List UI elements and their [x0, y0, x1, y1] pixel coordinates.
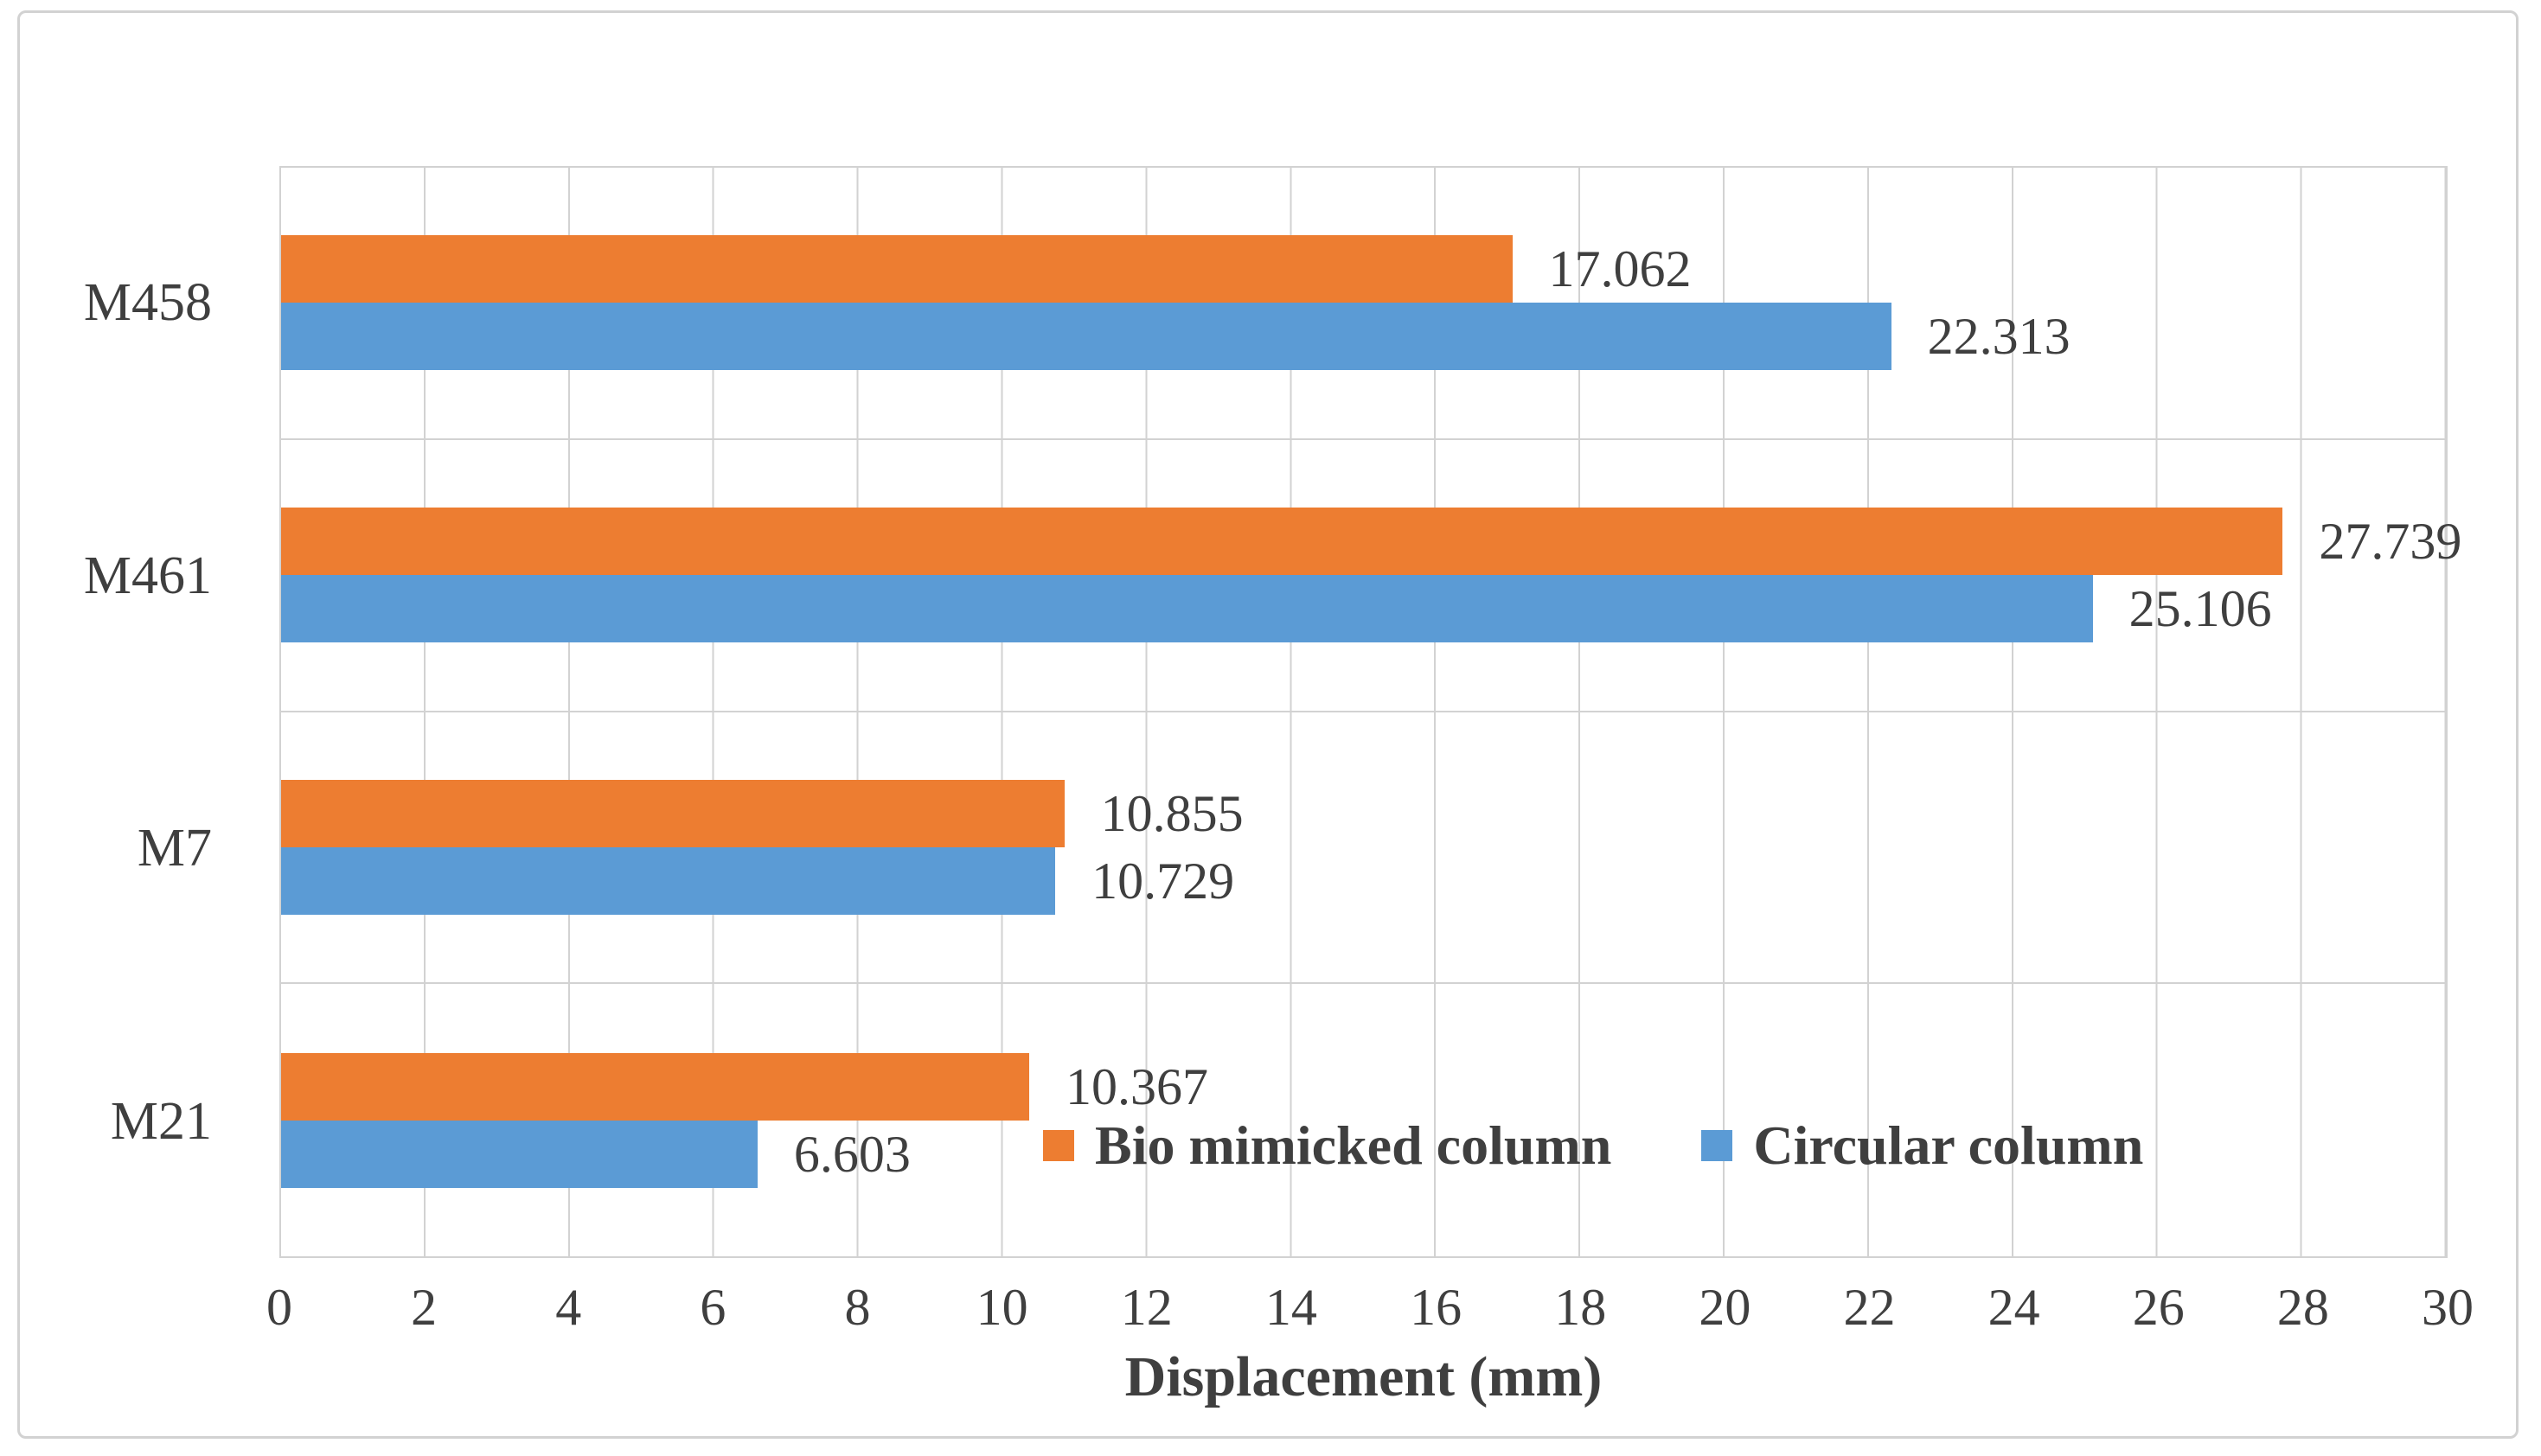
bar-value-label: 17.062 [1548, 240, 1692, 298]
x-tick-label: 18 [1554, 1279, 1607, 1336]
bar-bio-mimicked [281, 1052, 1029, 1121]
x-tick-label: 6 [700, 1279, 726, 1336]
bar-value-label: 10.367 [1065, 1057, 1208, 1115]
bar-value-label: 25.106 [2128, 580, 2272, 638]
x-tick-label: 24 [1987, 1279, 2040, 1336]
category-label: M458 [83, 272, 212, 332]
x-tick-label: 16 [1410, 1279, 1463, 1336]
bar-circular [281, 1120, 758, 1188]
bar-circular [281, 303, 1891, 371]
legend-item-bio-mimicked: Bio mimicked column [1043, 1118, 1611, 1173]
x-tick-label: 8 [844, 1279, 871, 1336]
bar-circular [281, 846, 1056, 915]
category-band-m7: 10.855 10.729 [281, 712, 2446, 985]
bar-bio-mimicked [281, 508, 2283, 576]
bar-value-label: 22.313 [1927, 308, 2071, 366]
y-axis-category-labels: M458 M461 M7 M21 [17, 166, 262, 1258]
x-tick-label: 28 [2276, 1279, 2329, 1336]
bar-value-label: 10.855 [1100, 784, 1244, 842]
x-axis-tick-labels: 0 2 4 6 8 10 12 14 16 18 20 22 24 26 28 30 [266, 1279, 2474, 1342]
x-tick-label: 12 [1120, 1279, 1173, 1336]
x-tick-label: 4 [555, 1279, 582, 1336]
x-tick-label: 10 [976, 1279, 1028, 1336]
bar-value-label: 6.603 [793, 1125, 911, 1183]
x-tick-label: 22 [1843, 1279, 1896, 1336]
bar-bio-mimicked [281, 235, 1513, 303]
x-tick-label: 0 [266, 1279, 292, 1336]
x-tick-label: 2 [411, 1279, 438, 1336]
x-axis-title: Displacement (mm) [1124, 1345, 1603, 1408]
legend-swatch-icon [1043, 1130, 1074, 1161]
bar-value-label: 27.739 [2319, 513, 2462, 571]
plot-area: 17.062 22.313 27.739 25.106 10.855 10.72… [279, 166, 2461, 1258]
category-label: M461 [83, 546, 212, 605]
legend-label: Circular column [1753, 1114, 2144, 1176]
x-tick-label: 26 [2132, 1279, 2185, 1336]
category-band-m461: 27.739 25.106 [281, 440, 2461, 712]
x-tick-label: 20 [1699, 1279, 1751, 1336]
bar-bio-mimicked [281, 779, 1065, 847]
legend: Bio mimicked column Circular column [1043, 1118, 2143, 1173]
category-band-m21: 10.367 6.603 [281, 984, 2446, 1256]
legend-label: Bio mimicked column [1095, 1114, 1612, 1176]
legend-swatch-icon [1701, 1130, 1733, 1161]
category-band-m458: 17.062 22.313 [281, 168, 2446, 440]
bar-value-label: 10.729 [1091, 852, 1235, 910]
category-label: M21 [110, 1092, 212, 1152]
legend-item-circular: Circular column [1701, 1118, 2143, 1173]
bar-circular [281, 575, 2093, 643]
x-tick-label: 30 [2422, 1279, 2474, 1336]
category-label: M7 [137, 819, 212, 878]
x-tick-label: 14 [1264, 1279, 1317, 1336]
